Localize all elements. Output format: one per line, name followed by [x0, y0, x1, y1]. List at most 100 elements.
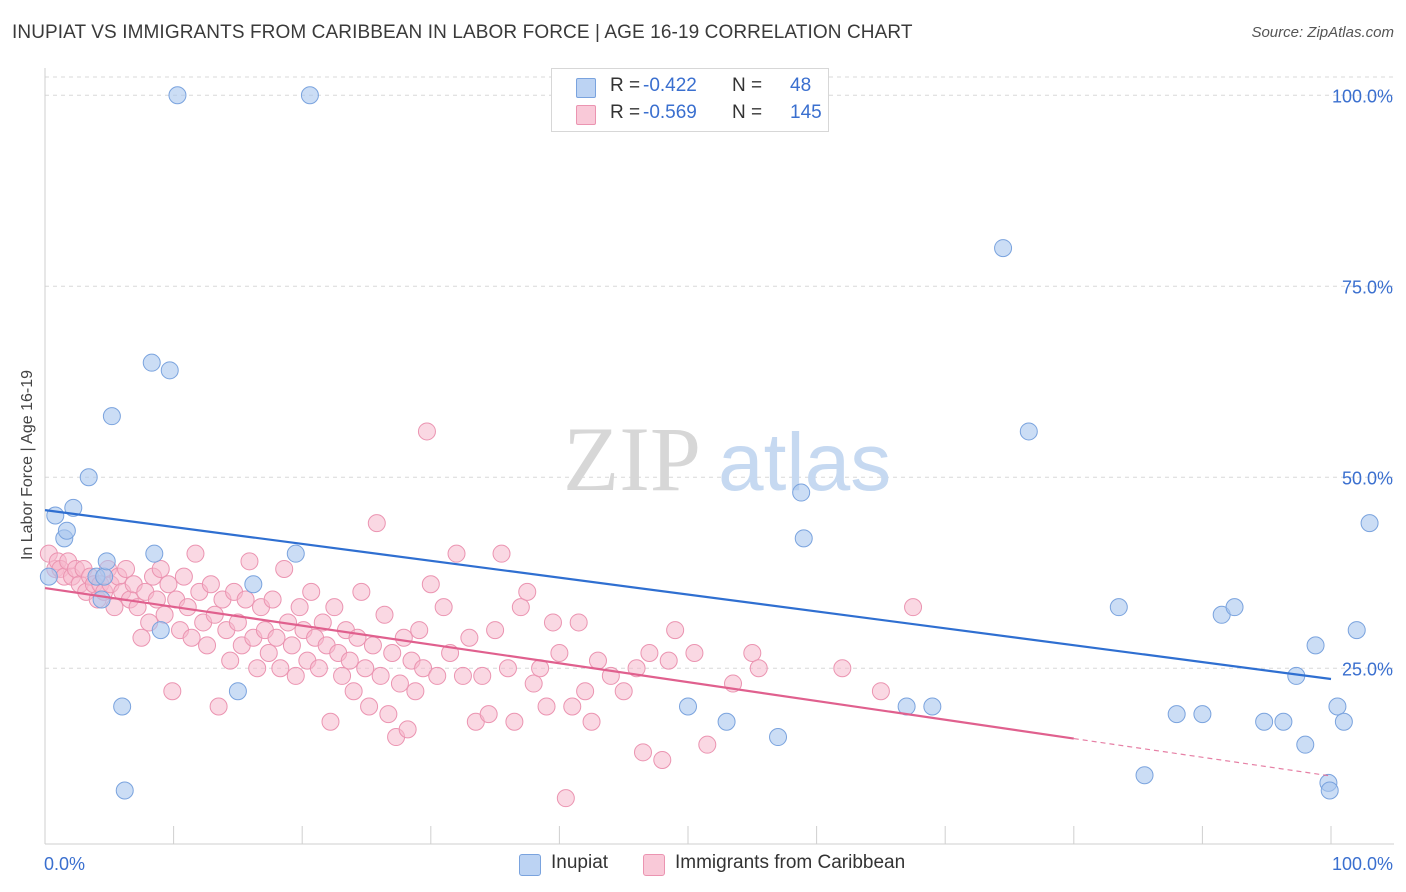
- r-label: R =: [610, 102, 641, 123]
- caribbean-point: [582, 712, 601, 731]
- inupiat-point: [1019, 422, 1038, 441]
- y-tick-label: 100.0%: [1332, 86, 1393, 106]
- caribbean-point: [569, 613, 588, 632]
- caribbean-point: [383, 644, 402, 662]
- series-inupiat-points: [39, 86, 1379, 800]
- caribbean-point: [132, 628, 151, 647]
- caribbean-point: [302, 582, 321, 601]
- caribbean-point: [518, 582, 537, 601]
- x-tick-label: 100.0%: [1332, 854, 1393, 874]
- inupiat-point: [46, 506, 65, 525]
- caribbean-point: [240, 552, 259, 571]
- caribbean-point: [313, 613, 332, 632]
- inupiat-point: [1193, 705, 1212, 724]
- caribbean-point: [614, 682, 633, 701]
- caribbean-point: [685, 644, 704, 662]
- inupiat-point: [1334, 712, 1353, 731]
- caribbean-point: [151, 559, 170, 578]
- caribbean-trendline: [44, 586, 1074, 740]
- caribbean-point: [271, 659, 290, 678]
- caribbean-point: [282, 636, 301, 655]
- n-label: N =: [732, 75, 763, 96]
- caribbean-point: [550, 644, 569, 662]
- inupiat-point: [1255, 712, 1274, 731]
- series-legend: Inupiat Immigrants from Caribbean: [0, 852, 1406, 876]
- caribbean-point: [666, 621, 685, 640]
- watermark-zip: ZIP: [563, 408, 701, 510]
- caribbean-point: [275, 559, 294, 578]
- caribbean-point: [871, 682, 890, 701]
- n-value: 145: [790, 102, 822, 123]
- caribbean-point: [348, 628, 367, 647]
- caribbean-point: [375, 605, 394, 624]
- caribbean-point: [406, 682, 425, 701]
- inupiat-point: [792, 483, 811, 502]
- caribbean-point: [344, 682, 363, 701]
- caribbean-point: [155, 605, 174, 624]
- caribbean-point: [390, 674, 409, 693]
- caribbean-point: [333, 666, 352, 685]
- series-caribbean-points: [39, 422, 923, 808]
- caribbean-point: [221, 651, 240, 670]
- caribbean-point: [633, 743, 652, 762]
- caribbean-point: [394, 628, 413, 647]
- inupiat-point: [39, 567, 58, 586]
- trend-lines: [44, 509, 1332, 777]
- r-label: R =: [610, 75, 641, 96]
- caribbean-point: [453, 666, 472, 685]
- source-label: Source: ZipAtlas.com: [1251, 24, 1394, 41]
- inupiat-point: [1296, 735, 1315, 754]
- inupiat-point: [994, 239, 1013, 258]
- tick-labels: 25.0% 50.0% 75.0% 100.0% 0.0% 100.0%: [44, 86, 1393, 874]
- caribbean-point: [543, 613, 562, 632]
- caribbean-point: [201, 575, 220, 594]
- inupiat-point: [113, 697, 132, 716]
- inupiat-point: [1347, 621, 1366, 640]
- caribbean-point: [473, 666, 492, 685]
- inupiat-point: [1167, 705, 1186, 724]
- caribbean-point: [563, 697, 582, 716]
- caribbean-point: [286, 666, 305, 685]
- caribbean-point: [209, 697, 228, 716]
- caribbean-point: [360, 697, 379, 716]
- caribbean-point: [340, 651, 359, 670]
- caribbean-point: [904, 598, 923, 617]
- caribbean-point: [159, 575, 178, 594]
- caribbean-point: [321, 712, 340, 731]
- watermark: ZIP atlas: [563, 408, 891, 510]
- x-tick-label: 0.0%: [44, 854, 85, 874]
- y-tick-label: 50.0%: [1342, 468, 1393, 488]
- inupiat-point: [57, 521, 76, 540]
- correlation-legend: R = -0.422 N = 48 R = -0.569 N = 145: [551, 68, 829, 132]
- caribbean-point: [498, 659, 517, 678]
- caribbean-point: [447, 544, 466, 563]
- inupiat-point: [168, 86, 187, 105]
- caribbean-point: [309, 659, 328, 678]
- caribbean-point: [659, 651, 678, 670]
- caribbean-point: [263, 590, 282, 609]
- inupiat-point: [1320, 781, 1339, 800]
- caribbean-point: [743, 644, 762, 662]
- inupiat-point: [102, 407, 121, 426]
- inupiat-point: [1328, 697, 1347, 716]
- legend-label-inupiat: Inupiat: [551, 852, 609, 873]
- caribbean-point: [479, 705, 498, 724]
- caribbean-point: [505, 712, 524, 731]
- inupiat-point: [97, 552, 116, 571]
- axis-layer: [44, 68, 1394, 845]
- inupiat-point: [300, 86, 319, 105]
- r-value: -0.569: [643, 102, 697, 123]
- inupiat-point: [286, 544, 305, 563]
- caribbean-point: [198, 636, 217, 655]
- caribbean-swatch: [576, 105, 596, 125]
- caribbean-point: [576, 682, 595, 701]
- caribbean-point: [117, 559, 136, 578]
- caribbean-point: [228, 613, 247, 632]
- caribbean-point: [749, 659, 768, 678]
- caribbean-point: [352, 582, 371, 601]
- caribbean-point: [410, 621, 429, 640]
- y-tick-label: 25.0%: [1342, 659, 1393, 679]
- caribbean-trendline-extension: [1073, 737, 1332, 777]
- caribbean-point: [186, 544, 205, 563]
